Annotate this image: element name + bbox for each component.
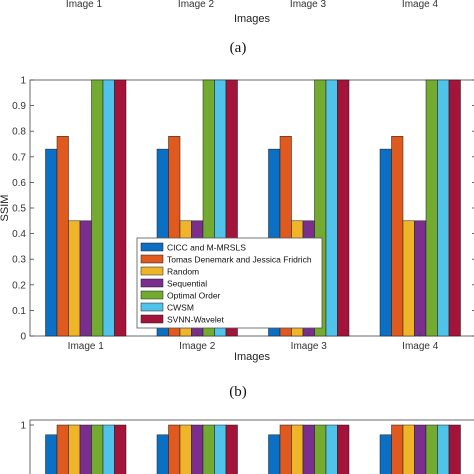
c-bar-4-5	[425, 424, 438, 474]
x-tick-label: Image 1	[68, 341, 105, 352]
y-tick-label: 0.9	[12, 101, 26, 112]
y-tick-label: 0.2	[12, 280, 26, 291]
bar-3-7	[337, 79, 350, 337]
c-bar-2-5	[202, 424, 215, 474]
c-bar-2-4	[191, 424, 204, 474]
chart-c-y-ticks: 1	[20, 421, 34, 432]
legend-swatch	[140, 254, 164, 264]
y-tick-label: 0.8	[12, 127, 26, 138]
x-tick-label: Image 3	[291, 341, 328, 352]
legend-swatch	[140, 242, 164, 252]
bar-4-7	[448, 79, 461, 337]
bar-2-7	[225, 79, 238, 337]
c-bar-1-5	[91, 424, 104, 474]
legend-label: Tomas Denemark and Jessica Fridrich	[167, 255, 312, 265]
top-tick-label-1: Image 1	[66, 0, 103, 10]
legend-label: CWSM	[167, 303, 194, 313]
c-bar-4-4	[414, 424, 427, 474]
legend-swatch	[140, 302, 164, 312]
legend-label: Optimal Order	[167, 291, 221, 301]
chart-b: 00.10.20.30.40.50.60.70.80.91 Image 1 Ima…	[0, 76, 474, 400]
top-tick-label-4: Image 4	[402, 0, 439, 10]
legend-items: CICC and M-MRSLS Tomas Denemark and Jessi…	[140, 242, 312, 325]
bar-4-2	[391, 136, 404, 337]
bar-4-4	[414, 220, 427, 337]
chart-b-legend: CICC and M-MRSLS Tomas Denemark and Jessi…	[136, 237, 323, 329]
c-bar-1-2	[56, 424, 69, 474]
c-bar-3-3	[291, 424, 304, 474]
c-bar-3-1	[268, 434, 281, 474]
c-bar-4-2	[391, 424, 404, 474]
legend-swatch	[140, 290, 164, 300]
caption-b: (b)	[229, 384, 247, 400]
bar-1-6	[102, 79, 115, 337]
bar-4-5	[425, 79, 438, 337]
chart-b-y-ticks: 0 0.1 0.2 0.3 0.4 0.5 0.6 0.7 0.8 0.9 1	[12, 76, 474, 343]
bar-4-3	[402, 220, 415, 337]
c-bar-1-7	[114, 424, 127, 474]
c-bar-3-4	[302, 424, 315, 474]
c-bar-2-2	[168, 424, 181, 474]
bar-1-5	[91, 79, 104, 337]
c-bar-3-7	[337, 424, 350, 474]
c-bar-3-5	[314, 424, 327, 474]
legend-label: SVNN-Wavelet	[167, 315, 224, 325]
c-bar-3-2	[279, 424, 292, 474]
top-strip: Image 1 Image 2 Image 3 Image 4 Images (…	[66, 0, 439, 56]
chart-c-bars	[45, 424, 461, 474]
chart-b-y-axis-label: SSIM	[0, 195, 11, 222]
y-tick-label: 0.6	[12, 178, 26, 189]
bar-1-4	[79, 220, 92, 337]
caption-a: (a)	[230, 40, 247, 56]
bar-1-3	[68, 220, 81, 337]
y-tick-label: 0.4	[12, 229, 26, 240]
legend-swatch	[140, 314, 164, 324]
x-tick-label: Image 4	[402, 341, 439, 352]
legend-swatch	[140, 266, 164, 276]
bar-1-2	[56, 136, 69, 337]
bar-1-1	[45, 148, 58, 337]
x-tick-label: Image 2	[179, 341, 216, 352]
c-bar-1-4	[79, 424, 92, 474]
chart-b-x-axis-label: Images	[234, 351, 271, 363]
chart-b-bars	[45, 79, 461, 337]
c-bar-4-7	[448, 424, 461, 474]
bar-4-1	[379, 148, 392, 337]
bar-1-7	[114, 79, 127, 337]
c-bar-2-7	[225, 424, 238, 474]
legend-swatch	[140, 278, 164, 288]
top-tick-label-2: Image 2	[178, 0, 215, 10]
c-bar-4-1	[379, 434, 392, 474]
legend-label: Random	[167, 267, 199, 277]
legend-label: Sequential	[167, 279, 207, 289]
bar-4-6	[437, 79, 450, 337]
y-tick-label: 0.7	[12, 152, 26, 163]
c-bar-2-1	[156, 434, 169, 474]
chart-c: 1	[20, 419, 474, 474]
y-tick-label: 0.1	[12, 306, 26, 317]
legend-box	[136, 237, 323, 329]
y-tick-label: 0.5	[12, 204, 26, 215]
c-bar-2-6	[214, 424, 227, 474]
y-tick-label: 1	[20, 76, 26, 87]
c-bar-2-3	[179, 424, 192, 474]
c-bar-1-6	[102, 424, 115, 474]
bar-3-6	[325, 79, 338, 337]
y-tick-label: 0	[20, 332, 26, 343]
chart-b-x-ticks: Image 1 Image 2 Image 3 Image 4	[68, 332, 439, 352]
c-bar-1-3	[68, 424, 81, 474]
c-bar-3-6	[325, 424, 338, 474]
y-tick-label: 0.3	[12, 255, 26, 266]
top-tick-label-3: Image 3	[290, 0, 327, 10]
top-x-axis-label: Images	[234, 13, 271, 25]
c-bar-4-3	[402, 424, 415, 474]
c-bar-1-1	[45, 434, 58, 474]
c-y-tick-label: 1	[20, 421, 26, 432]
legend-label: CICC and M-MRSLS	[167, 243, 246, 253]
c-bar-4-6	[437, 424, 450, 474]
